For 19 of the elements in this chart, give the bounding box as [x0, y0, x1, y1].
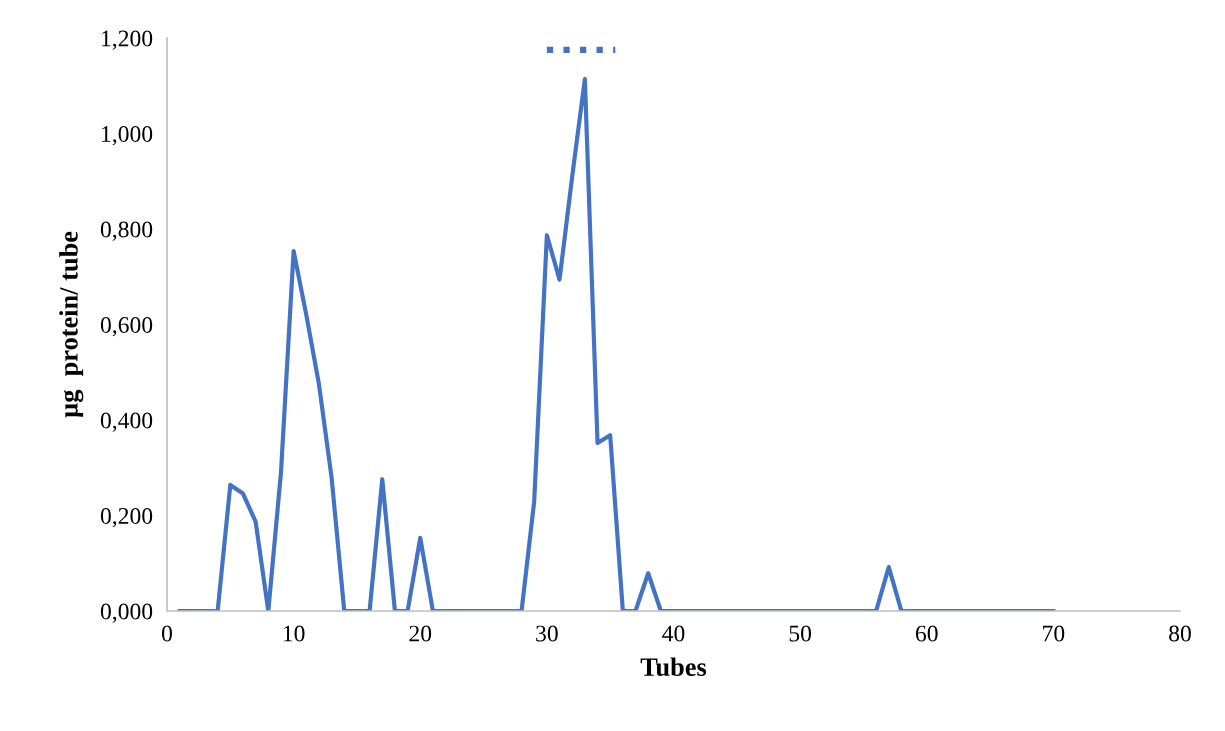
x-tick-label: 40: [662, 625, 685, 642]
y-tick-label: 0,400: [100, 412, 153, 432]
y-tick-label: 1,000: [102, 125, 153, 146]
x-tick-label: 60: [915, 625, 938, 642]
line-series: [177, 76, 1056, 611]
x-tick-label: 50: [789, 625, 812, 642]
x-tick-label: 80: [1169, 625, 1191, 642]
x-tick-label: 10: [283, 625, 305, 642]
y-tick-label: 1,200: [102, 30, 153, 50]
y-tick-label: 0,200: [100, 507, 153, 528]
x-tick-label: 70: [1043, 625, 1065, 642]
y-tick-label: 0,800: [100, 221, 153, 241]
x-tick-label: 30: [536, 625, 558, 642]
x-axis-title: Tubes: [640, 657, 707, 677]
y-tick-label: 0,600: [100, 316, 153, 337]
x-tick-label: 20: [409, 625, 432, 642]
x-tick-label: 0: [162, 625, 172, 642]
y-tick-label: 0,000: [100, 603, 153, 623]
y-axis-title: µg protein/ tube: [59, 231, 84, 418]
